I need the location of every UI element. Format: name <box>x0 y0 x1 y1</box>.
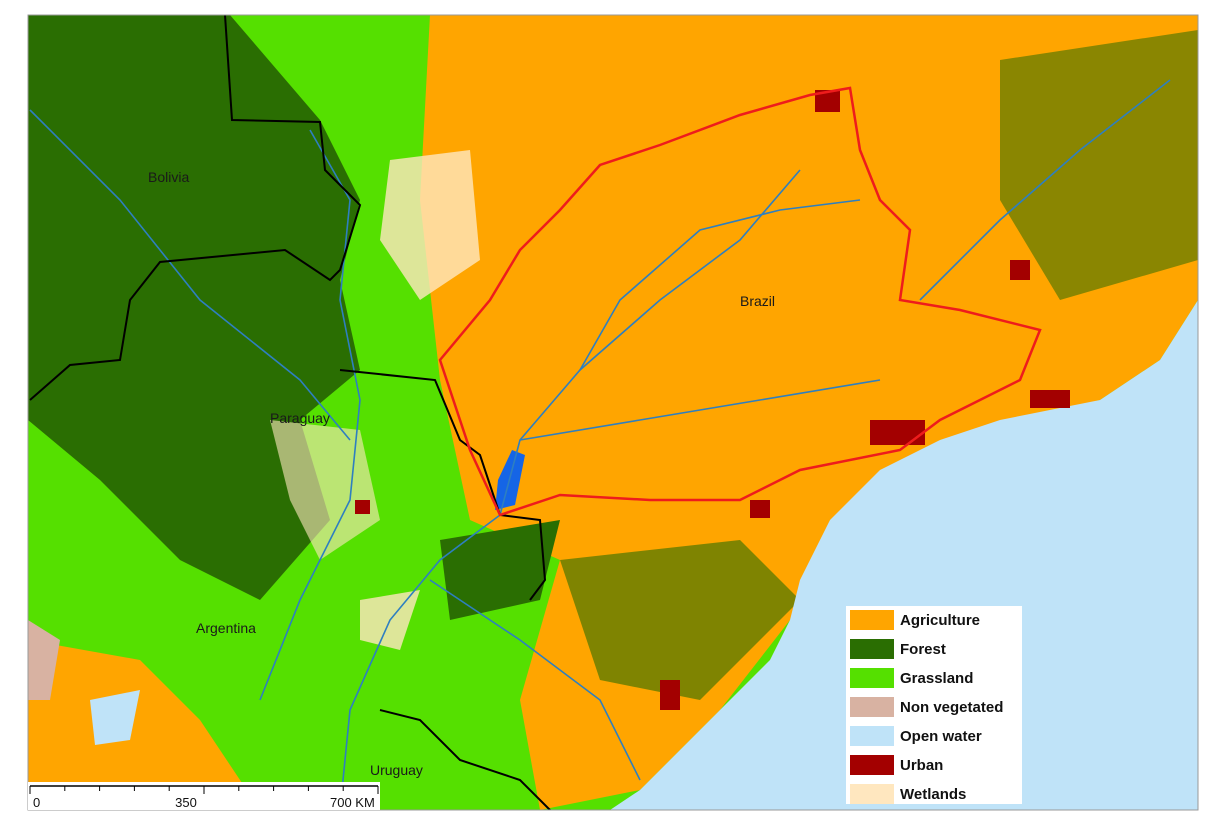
wetlands-area <box>380 150 480 300</box>
legend-swatch <box>850 726 894 746</box>
border <box>339 369 547 601</box>
borders <box>29 15 551 810</box>
urban-patch <box>870 420 925 445</box>
legend-swatch <box>850 668 894 688</box>
scale-label: 700 KM <box>330 795 375 810</box>
legend-label: Forest <box>900 641 946 658</box>
river <box>259 129 361 701</box>
country-label: Argentina <box>196 620 256 636</box>
legend: Agriculture Forest Grassland Non vegetated O… <box>846 606 1022 804</box>
river <box>519 379 881 441</box>
border <box>29 15 362 401</box>
scale-bar: 0 350 700 KM <box>28 782 380 810</box>
legend-label: Urban <box>900 757 943 774</box>
urban-patch <box>815 90 840 112</box>
forest-area <box>28 15 360 600</box>
legend-swatch <box>850 784 894 804</box>
legend-swatch <box>850 755 894 775</box>
forest-area <box>560 540 800 700</box>
river <box>919 79 1171 301</box>
legend-swatch <box>850 639 894 659</box>
lake <box>90 690 140 745</box>
legend-swatch <box>850 610 894 630</box>
country-labels: Bolivia Brazil Paraguay Argentina Uruguay <box>148 169 775 778</box>
legend-label: Grassland <box>900 670 973 687</box>
river <box>579 199 861 371</box>
nonvegetated-area <box>28 620 60 700</box>
urban-areas <box>355 90 1070 710</box>
urban-patch <box>660 680 680 710</box>
urban-patch <box>1010 260 1030 280</box>
border <box>379 709 551 810</box>
urban-patch <box>355 500 370 514</box>
basin-outline <box>438 86 1042 517</box>
ocean <box>610 300 1198 810</box>
scale-label: 350 <box>175 795 197 810</box>
legend-swatch <box>850 697 894 717</box>
legend-label: Open water <box>900 728 982 745</box>
map-frame <box>27 14 1199 811</box>
country-label: Bolivia <box>148 169 189 185</box>
river <box>29 109 351 441</box>
country-label: Paraguay <box>270 410 330 426</box>
river <box>429 579 641 781</box>
map-area <box>28 15 1198 810</box>
legend-label: Wetlands <box>900 786 966 803</box>
legend-label: Agriculture <box>900 612 980 629</box>
agriculture-area <box>28 640 260 810</box>
forest-area <box>440 520 560 620</box>
river <box>339 514 501 810</box>
legend-label: Non vegetated <box>900 699 1003 716</box>
river <box>499 169 801 516</box>
country-label: Uruguay <box>370 762 423 778</box>
urban-patch <box>750 500 770 518</box>
wetlands-area <box>270 420 380 560</box>
scale-label: 0 <box>33 795 40 810</box>
country-label: Brazil <box>740 293 775 309</box>
urban-patch <box>1030 390 1070 408</box>
rivers <box>29 79 1171 810</box>
